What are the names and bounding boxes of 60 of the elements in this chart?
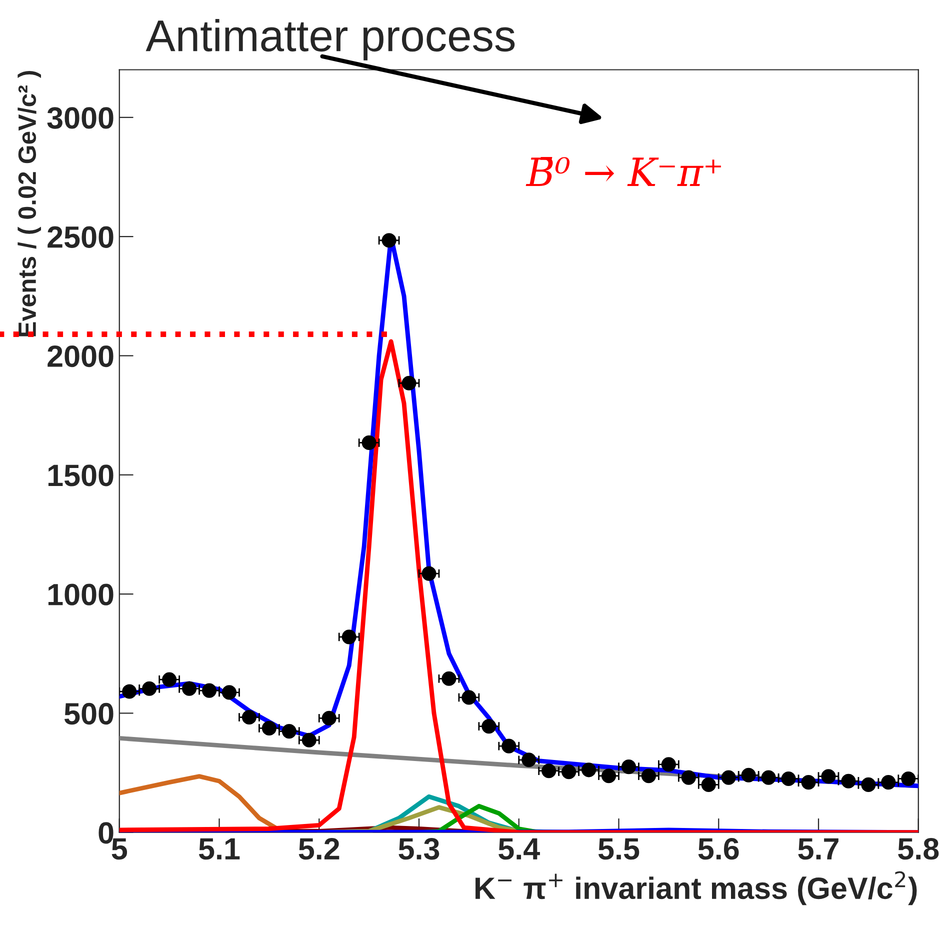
- y-tick-label: 500: [64, 702, 114, 725]
- x-tick-label: 5.1: [198, 838, 240, 860]
- x-tick-label: 5.8: [898, 838, 939, 860]
- point: [741, 768, 756, 782]
- point: [262, 720, 276, 736]
- point: [721, 770, 736, 785]
- point: [502, 738, 516, 754]
- point: [222, 685, 237, 700]
- point: [182, 681, 197, 696]
- point: [841, 774, 856, 788]
- y-tick-label: 2500: [48, 226, 114, 248]
- x-tick-label: 5.6: [698, 838, 739, 860]
- point: [801, 775, 816, 790]
- point: [861, 777, 876, 792]
- point: [362, 435, 376, 450]
- point: [761, 770, 776, 785]
- y-tick-label: 0: [98, 822, 114, 844]
- point: [641, 768, 656, 784]
- point: [681, 770, 696, 785]
- point: [202, 683, 217, 698]
- point: [142, 681, 157, 696]
- point: [582, 762, 596, 778]
- point: [562, 764, 576, 780]
- x-axis-title: K$^{−}$ π$^{+}$ invariant mass (GeV/c$^{2}$): [476, 871, 917, 906]
- point: [462, 690, 476, 705]
- x-tick-label: 5.5: [598, 838, 640, 860]
- point: [781, 771, 796, 786]
- y-tick-label: 1000: [48, 584, 114, 606]
- point: [621, 760, 636, 774]
- point: [382, 233, 396, 248]
- point: [522, 752, 536, 768]
- x-tick-label: 5.4: [498, 838, 540, 860]
- point: [821, 769, 836, 784]
- point: [442, 671, 456, 686]
- point: [122, 684, 137, 699]
- point: [162, 672, 177, 687]
- point: [422, 566, 436, 581]
- point: [302, 732, 316, 748]
- point: [901, 771, 916, 786]
- y-tick-label: 2000: [48, 345, 114, 368]
- point: [482, 719, 496, 734]
- x-tick-label: 5: [112, 838, 128, 860]
- point: [661, 757, 676, 772]
- x-tick-label: 5.7: [798, 838, 838, 860]
- point: [322, 710, 336, 726]
- point: [282, 724, 296, 739]
- y-tick-label: 1500: [48, 464, 114, 486]
- point: [342, 630, 356, 644]
- y-tick-label: 3000: [47, 107, 114, 129]
- annotation: B̄⁰ → K⁻π⁺: [526, 157, 721, 186]
- x-tick-label: 5.2: [298, 838, 340, 860]
- point: [542, 764, 556, 778]
- text: Antimatter process: [146, 18, 515, 60]
- point: [881, 775, 896, 790]
- point: [402, 376, 416, 390]
- y-axis-title: Events / ( 0.02 GeV/c² ): [18, 70, 41, 336]
- point: [701, 777, 716, 792]
- point: [242, 710, 256, 725]
- point: [601, 768, 616, 784]
- x-tick-label: 5.3: [398, 838, 440, 860]
